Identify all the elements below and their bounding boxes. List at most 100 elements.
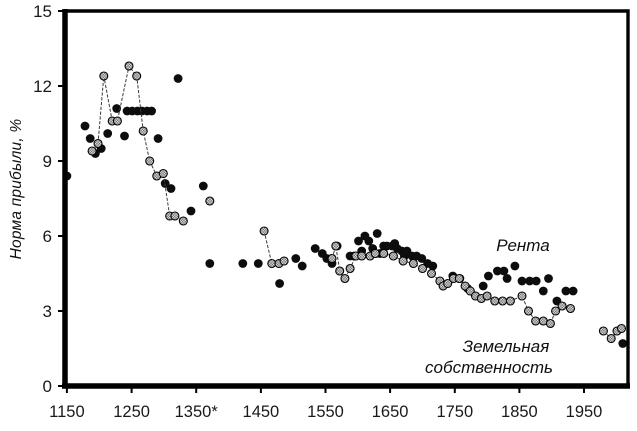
y-tick-label: 12 <box>33 77 52 96</box>
x-tick-label: 1950 <box>566 403 603 421</box>
land-point <box>335 266 345 276</box>
rent-point <box>253 259 263 268</box>
x-tick-label: 1750 <box>436 403 473 421</box>
y-tick-label: 15 <box>33 2 52 21</box>
land-point <box>565 303 576 314</box>
x-tick-label: 1250 <box>113 403 150 421</box>
land-point <box>370 248 380 259</box>
land-point <box>379 248 389 259</box>
land-line <box>91 64 184 222</box>
rent-point <box>80 121 90 131</box>
y-axis-title: Норма прибыли, % <box>8 118 25 260</box>
land-point <box>443 278 453 289</box>
rent-point <box>517 276 527 286</box>
rent-point <box>531 276 541 286</box>
land-point <box>531 316 541 326</box>
land-point <box>112 116 122 126</box>
rent-point <box>297 261 307 271</box>
rent-point <box>153 134 163 143</box>
rent-point <box>120 131 129 141</box>
y-tick-label: 9 <box>43 152 52 171</box>
land-point <box>357 251 367 261</box>
rent-point <box>525 276 535 286</box>
land-point <box>398 256 408 266</box>
x-tick-label: 1150 <box>49 403 84 421</box>
land-point <box>340 273 350 284</box>
y-tick-label: 0 <box>43 377 52 396</box>
series-label-land-line2: собственность <box>425 358 553 377</box>
land-point <box>523 306 534 316</box>
rent-point <box>499 266 509 276</box>
rent-point <box>618 339 628 348</box>
rent-point <box>275 279 284 288</box>
rent-point <box>205 259 215 268</box>
land-point <box>178 216 188 226</box>
x-tick-label: 1550 <box>307 403 344 421</box>
rent-point <box>198 181 208 191</box>
rent-point <box>544 274 553 283</box>
land-point <box>279 256 289 266</box>
land-point <box>557 301 567 311</box>
land-point <box>498 296 508 306</box>
rent-point <box>354 236 363 246</box>
y-tick-label: 3 <box>43 302 52 321</box>
rent-point <box>310 244 320 253</box>
land-point <box>426 268 437 279</box>
land-point <box>490 296 500 306</box>
series-label-land-line1: Земельная <box>462 337 550 356</box>
y-tick-label: 6 <box>43 227 52 246</box>
land-point <box>505 296 515 306</box>
rent-point <box>166 184 176 193</box>
land-line <box>603 328 622 340</box>
land-point <box>259 226 269 236</box>
land-point <box>170 211 180 221</box>
land-point <box>145 156 155 166</box>
land-point <box>205 196 215 206</box>
land-point <box>598 326 608 336</box>
rent-point <box>561 286 571 296</box>
land-point <box>124 61 134 71</box>
series-land-points <box>87 61 627 344</box>
rent-point <box>568 286 578 296</box>
rent-point <box>478 281 488 291</box>
land-point <box>616 323 627 334</box>
x-tick-label: 1450 <box>243 403 280 421</box>
rent-point <box>238 259 248 268</box>
rent-point <box>291 254 301 263</box>
rent-point <box>484 271 493 281</box>
rent-point <box>428 261 438 271</box>
rent-point <box>186 206 196 216</box>
rent-point <box>510 261 520 271</box>
rent-point <box>493 266 502 276</box>
rent-point <box>538 286 548 296</box>
axis-frame-left-bottom <box>62 9 630 389</box>
axis-frame-top-right <box>65 9 630 386</box>
land-point <box>482 291 492 301</box>
land-point <box>551 306 561 316</box>
rent-point <box>85 134 95 143</box>
x-tick-label: 1650 <box>372 403 409 421</box>
land-point <box>517 291 527 301</box>
land-point <box>408 258 418 269</box>
rent-point <box>147 106 157 116</box>
land-point <box>138 126 148 136</box>
series-label-renta: Рента <box>496 236 550 255</box>
rent-point <box>502 274 512 283</box>
rent-point <box>173 74 183 83</box>
land-point <box>454 273 464 284</box>
land-point <box>158 168 168 179</box>
land-point <box>132 71 142 81</box>
rent-point <box>112 104 122 113</box>
series-renta-points <box>62 74 628 348</box>
land-point <box>388 251 398 261</box>
land-point <box>345 263 355 274</box>
x-tick-label: 1850 <box>501 403 538 421</box>
land-point <box>417 263 428 274</box>
land-point <box>99 71 109 81</box>
land-point <box>606 333 616 344</box>
x-tick-label: 1350* <box>175 403 219 421</box>
land-point <box>327 253 337 264</box>
axis-ticks-and-labels: 1150 1250 1350* 1450 1550 1650 1750 1850 1950 0 3 6… <box>33 2 602 421</box>
